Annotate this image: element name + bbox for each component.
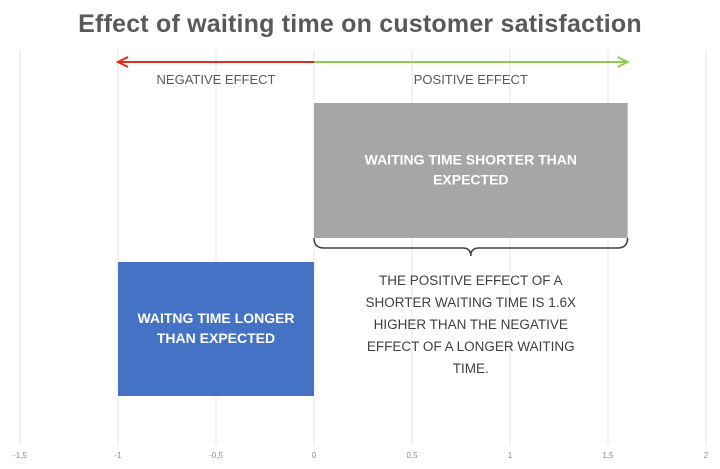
bar-longer-wait bbox=[118, 262, 314, 396]
x-tick-label: 1 bbox=[508, 451, 513, 460]
x-tick-label: -0,5 bbox=[209, 451, 223, 460]
arrow-head bbox=[617, 56, 630, 68]
x-tick-label: -1 bbox=[114, 451, 122, 460]
positive-effect-label: POSITIVE EFFECT bbox=[414, 72, 528, 87]
x-tick-label: -1,5 bbox=[13, 451, 27, 460]
bar-label-shorter: WAITING TIME SHORTER THAN EXPECTED bbox=[365, 152, 577, 188]
arrow-head bbox=[115, 56, 129, 68]
negative-effect-label: NEGATIVE EFFECT bbox=[157, 72, 276, 87]
x-tick-label: 2 bbox=[704, 451, 709, 460]
x-tick-label: 0 bbox=[312, 451, 317, 460]
bar-label-longer: WAITNG TIME LONGER THAN EXPECTED bbox=[137, 310, 294, 346]
x-tick-label: 0,5 bbox=[406, 451, 418, 460]
annotation-text: THE POSITIVE EFFECT OF A SHORTER WAITING … bbox=[366, 273, 577, 376]
bar-shorter-wait bbox=[314, 103, 628, 238]
brace bbox=[313, 237, 629, 257]
x-tick-label: 1,5 bbox=[602, 451, 614, 460]
chart-title: Effect of waiting time on customer satis… bbox=[78, 10, 642, 38]
